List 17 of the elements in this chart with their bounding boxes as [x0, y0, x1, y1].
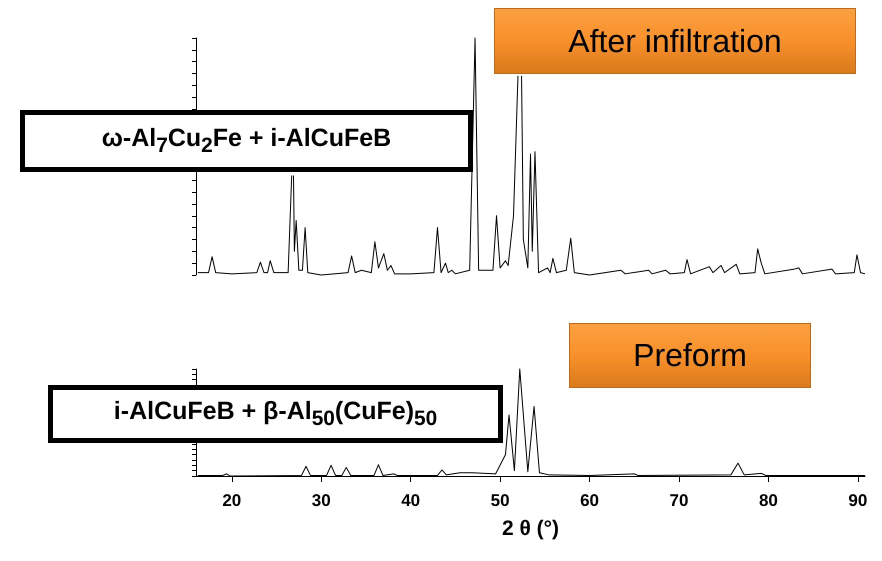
annotation: Preform	[633, 337, 747, 374]
x-tick-label: 40	[401, 491, 420, 510]
annotation: ω-Al$_{7}$Cu$_{2}$Fe + i-AlCuFeB	[102, 124, 392, 158]
annotation: After infiltration	[568, 22, 782, 60]
label-box: Preform	[569, 323, 811, 388]
label-box: i-AlCuFeB + β-Al$_{50}$(CuFe)$_{50}$	[48, 385, 503, 443]
x-tick-label: 30	[312, 491, 331, 510]
x-tick-label: 60	[580, 491, 599, 510]
annotation: i-AlCuFeB + β-Al$_{50}$(CuFe)$_{50}$	[114, 397, 438, 431]
label-box: ω-Al$_{7}$Cu$_{2}$Fe + i-AlCuFeB	[20, 110, 473, 172]
x-tick-label: 90	[848, 491, 868, 510]
x-tick-label: 50	[490, 491, 510, 510]
x-tick-label: 80	[758, 491, 778, 510]
label-box: After infiltration	[494, 8, 856, 74]
x-tick-label: 70	[670, 491, 688, 510]
x-axis-title: 2 θ (°)	[502, 517, 560, 540]
x-tick-label: 20	[222, 491, 242, 510]
